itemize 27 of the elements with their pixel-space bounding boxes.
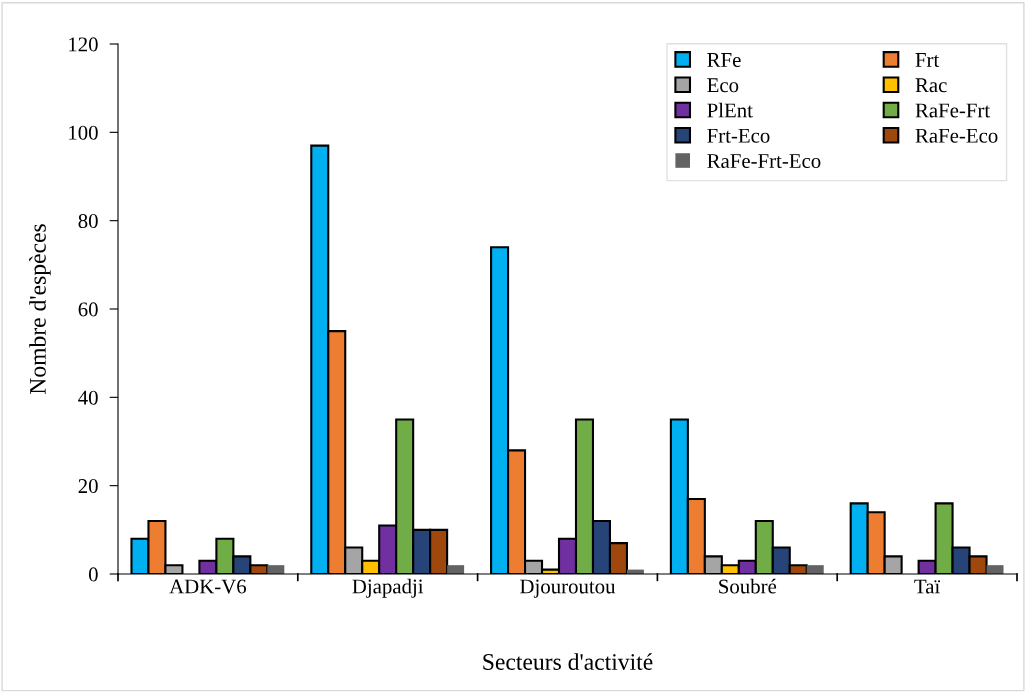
bar xyxy=(806,565,824,574)
y-tick-label: 80 xyxy=(78,214,98,229)
x-tick-label: Taï xyxy=(914,579,941,594)
x-tick-label: Djapadji xyxy=(352,578,424,598)
y-tick-label: 120 xyxy=(69,37,98,52)
y-tick-label: 20 xyxy=(78,479,98,494)
legend-label: RFe xyxy=(707,53,741,67)
y-axis-title: Nombre d'espèces xyxy=(29,224,51,395)
x-tick-label: Soubré xyxy=(719,578,777,594)
legend-label: RaFe-Frt-Eco xyxy=(707,154,821,169)
legend-label: PlEnt xyxy=(707,102,753,118)
legend-label: RaFe-Frt xyxy=(915,103,991,118)
legend-label: Frt-Eco xyxy=(707,128,770,143)
bar xyxy=(986,565,1004,574)
x-tick-label: ADK-V6 xyxy=(169,579,247,594)
bar xyxy=(267,565,285,574)
legend-label: RaFe-Eco xyxy=(915,128,998,143)
y-tick-label: 100 xyxy=(69,125,98,140)
bar xyxy=(447,565,465,574)
y-tick-label: 40 xyxy=(78,390,98,405)
y-tick-label: 0 xyxy=(88,567,98,582)
y-tick-label: 60 xyxy=(78,302,98,317)
legend-label: Rac xyxy=(915,78,947,93)
legend-label: Eco xyxy=(707,78,739,93)
x-tick-label: Djouroutou xyxy=(520,579,616,598)
x-axis-title: Secteurs d'activité xyxy=(483,653,653,670)
legend-label: Frt xyxy=(915,53,940,67)
